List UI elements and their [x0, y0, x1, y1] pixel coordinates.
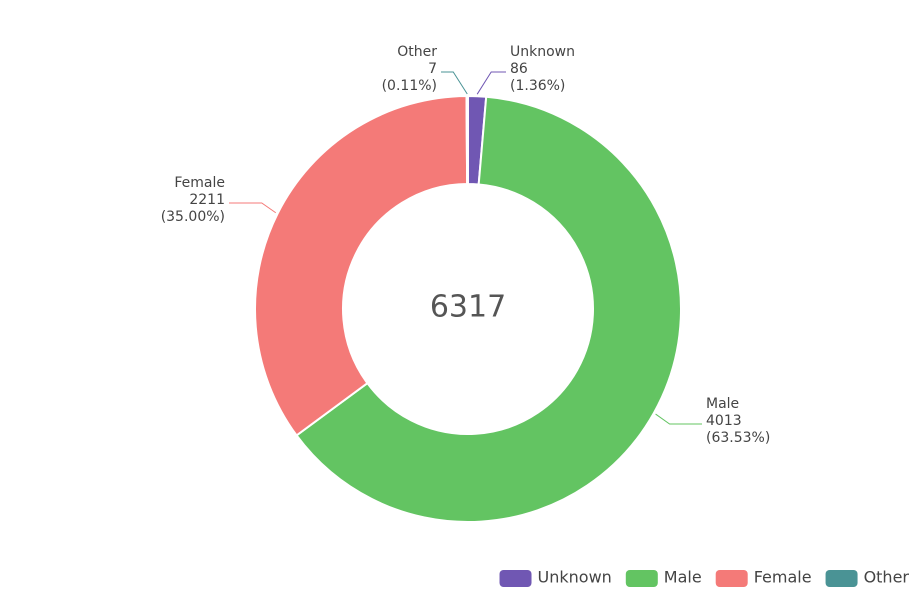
label-percent: (35.00%) [161, 209, 225, 225]
legend-label: Female [754, 568, 812, 587]
legend: Other Female Male Unknown [499, 568, 910, 587]
legend-swatch [499, 570, 532, 587]
slice [465, 94, 469, 186]
label-percent: (1.36%) [510, 78, 565, 94]
label-value: 2211 [189, 192, 225, 208]
leader-line [229, 202, 277, 214]
label-value: 7 [428, 61, 437, 77]
legend-swatch [715, 570, 748, 587]
label-percent: (0.11%) [382, 78, 437, 94]
legend-label: Male [664, 568, 702, 587]
legend-label: Other [864, 568, 910, 587]
leader-line [441, 71, 468, 95]
slice [295, 95, 682, 523]
legend-swatch [825, 570, 858, 587]
slice [254, 94, 469, 437]
center-total: 6317 [430, 290, 506, 325]
label-name: Female [174, 175, 225, 191]
label-percent: (63.53%) [706, 430, 770, 446]
leader-line [476, 71, 506, 95]
label-value: 4013 [706, 413, 742, 429]
legend-swatch [625, 570, 658, 587]
leader-line [655, 413, 702, 425]
label-value: 86 [510, 61, 528, 77]
label-name: Male [706, 396, 739, 412]
label-name: Other [397, 44, 437, 60]
legend-label: Unknown [538, 568, 612, 587]
label-name: Unknown [510, 44, 575, 60]
